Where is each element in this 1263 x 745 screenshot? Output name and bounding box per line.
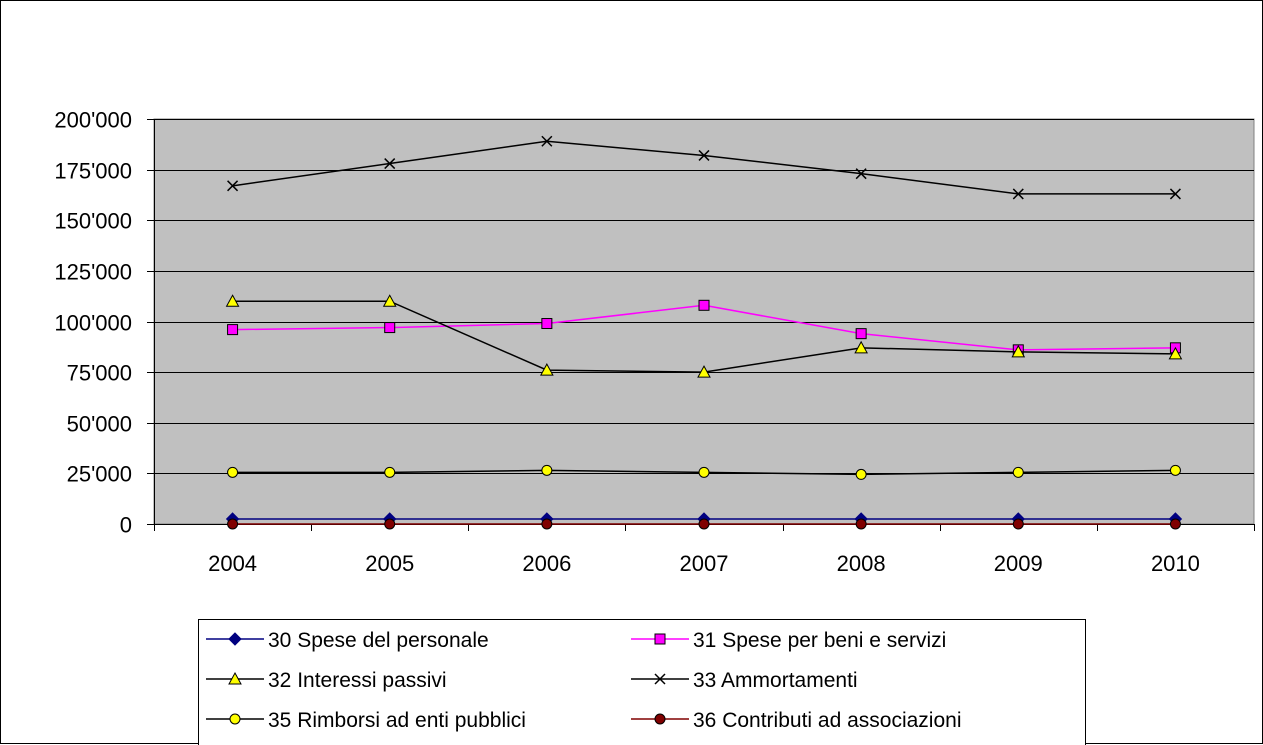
data-point — [542, 465, 552, 475]
y-tick-label: 125'000 — [54, 260, 132, 285]
y-tick-label: 75'000 — [67, 361, 132, 386]
data-point — [385, 467, 395, 477]
y-tick-label: 200'000 — [54, 108, 132, 133]
data-point — [699, 467, 709, 477]
legend-label: 31 Spese per beni e servizi — [693, 629, 946, 652]
data-point — [1013, 519, 1023, 529]
data-point — [542, 519, 552, 529]
legend-marker — [655, 714, 665, 724]
legend-label: 33 Ammortamenti — [693, 669, 858, 692]
y-tick-label: 100'000 — [54, 311, 132, 336]
data-point — [699, 300, 709, 310]
legend-label: 30 Spese del personale — [268, 629, 489, 652]
data-point — [385, 323, 395, 333]
x-tick-label: 2009 — [994, 551, 1043, 576]
x-tick-label: 2004 — [208, 551, 257, 576]
data-point — [228, 467, 238, 477]
legend-label: 35 Rimborsi ad enti pubblici — [268, 709, 526, 732]
data-point — [1170, 465, 1180, 475]
y-tick-label: 50'000 — [67, 412, 132, 437]
y-tick-label: 0 — [120, 513, 132, 538]
x-tick-label: 2008 — [837, 551, 886, 576]
data-point — [856, 519, 866, 529]
data-point — [856, 469, 866, 479]
data-point — [542, 319, 552, 329]
y-tick-label: 150'000 — [54, 209, 132, 234]
data-point — [228, 325, 238, 335]
legend-marker — [655, 634, 665, 644]
data-point — [856, 329, 866, 339]
y-tick-label: 175'000 — [54, 159, 132, 184]
legend-label: 32 Interessi passivi — [268, 669, 447, 692]
data-point — [1013, 467, 1023, 477]
data-point — [699, 519, 709, 529]
x-tick-label: 2007 — [680, 551, 729, 576]
x-tick-label: 2006 — [522, 551, 571, 576]
x-tick-label: 2005 — [365, 551, 414, 576]
plot-area — [154, 119, 1254, 524]
y-tick-label: 25'000 — [67, 462, 132, 487]
data-point — [1170, 519, 1180, 529]
data-point — [228, 519, 238, 529]
data-point — [385, 519, 395, 529]
legend-marker — [230, 714, 240, 724]
x-tick-label: 2010 — [1151, 551, 1200, 576]
legend-label: 36 Contributi ad associazioni — [693, 709, 962, 732]
